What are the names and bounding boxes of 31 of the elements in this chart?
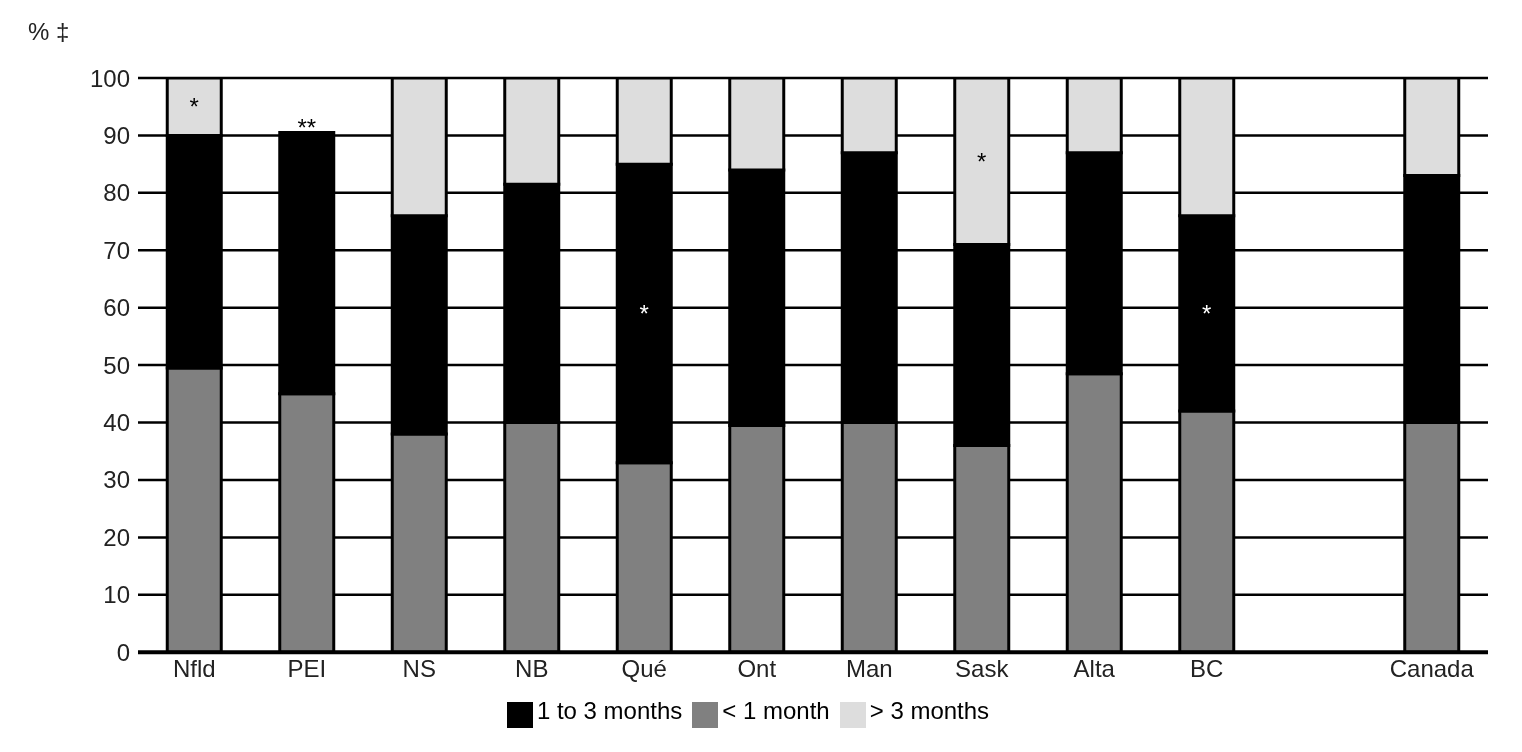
x-tick-label: BC bbox=[1190, 655, 1224, 683]
data-label: * bbox=[189, 93, 199, 121]
x-tick-label: Ont bbox=[737, 655, 777, 683]
x-tick-label: Nfld bbox=[172, 655, 216, 683]
data-label: * bbox=[639, 299, 649, 327]
x-tick-label: NS bbox=[402, 655, 436, 683]
x-tick-label: Alta bbox=[1073, 655, 1116, 683]
data-label: * bbox=[1202, 299, 1212, 327]
y-tick-label: 90 bbox=[103, 121, 130, 149]
legend-label: < 1 month bbox=[722, 697, 830, 725]
legend-label: 1 to 3 months bbox=[536, 697, 683, 725]
x-tick-label: Canada bbox=[1389, 655, 1475, 683]
data-label: * bbox=[977, 147, 987, 175]
y-tick-label: 60 bbox=[103, 294, 130, 322]
x-tick-label: NB bbox=[515, 655, 549, 683]
x-tick-label: PEI bbox=[287, 655, 327, 683]
y-tick-label: 10 bbox=[103, 581, 130, 609]
x-tick-label: Sask bbox=[955, 655, 1010, 683]
y-tick-label: 100 bbox=[89, 64, 130, 92]
y-tick-label: 70 bbox=[103, 236, 130, 264]
y-tick-label: 80 bbox=[103, 179, 130, 207]
y-tick-label: 20 bbox=[103, 523, 130, 551]
text: ** bbox=[297, 114, 317, 142]
y-tick-label: 40 bbox=[103, 409, 130, 437]
y-axis-title: % ‡ bbox=[28, 18, 70, 46]
y-tick-label: 50 bbox=[103, 351, 130, 379]
legend-label: > 3 months bbox=[869, 697, 990, 725]
x-tick-label: Man bbox=[845, 655, 893, 683]
y-tick-label: 30 bbox=[103, 466, 130, 494]
y-tick-label: 0 bbox=[116, 638, 130, 666]
x-tick-label: Qué bbox=[621, 655, 667, 683]
